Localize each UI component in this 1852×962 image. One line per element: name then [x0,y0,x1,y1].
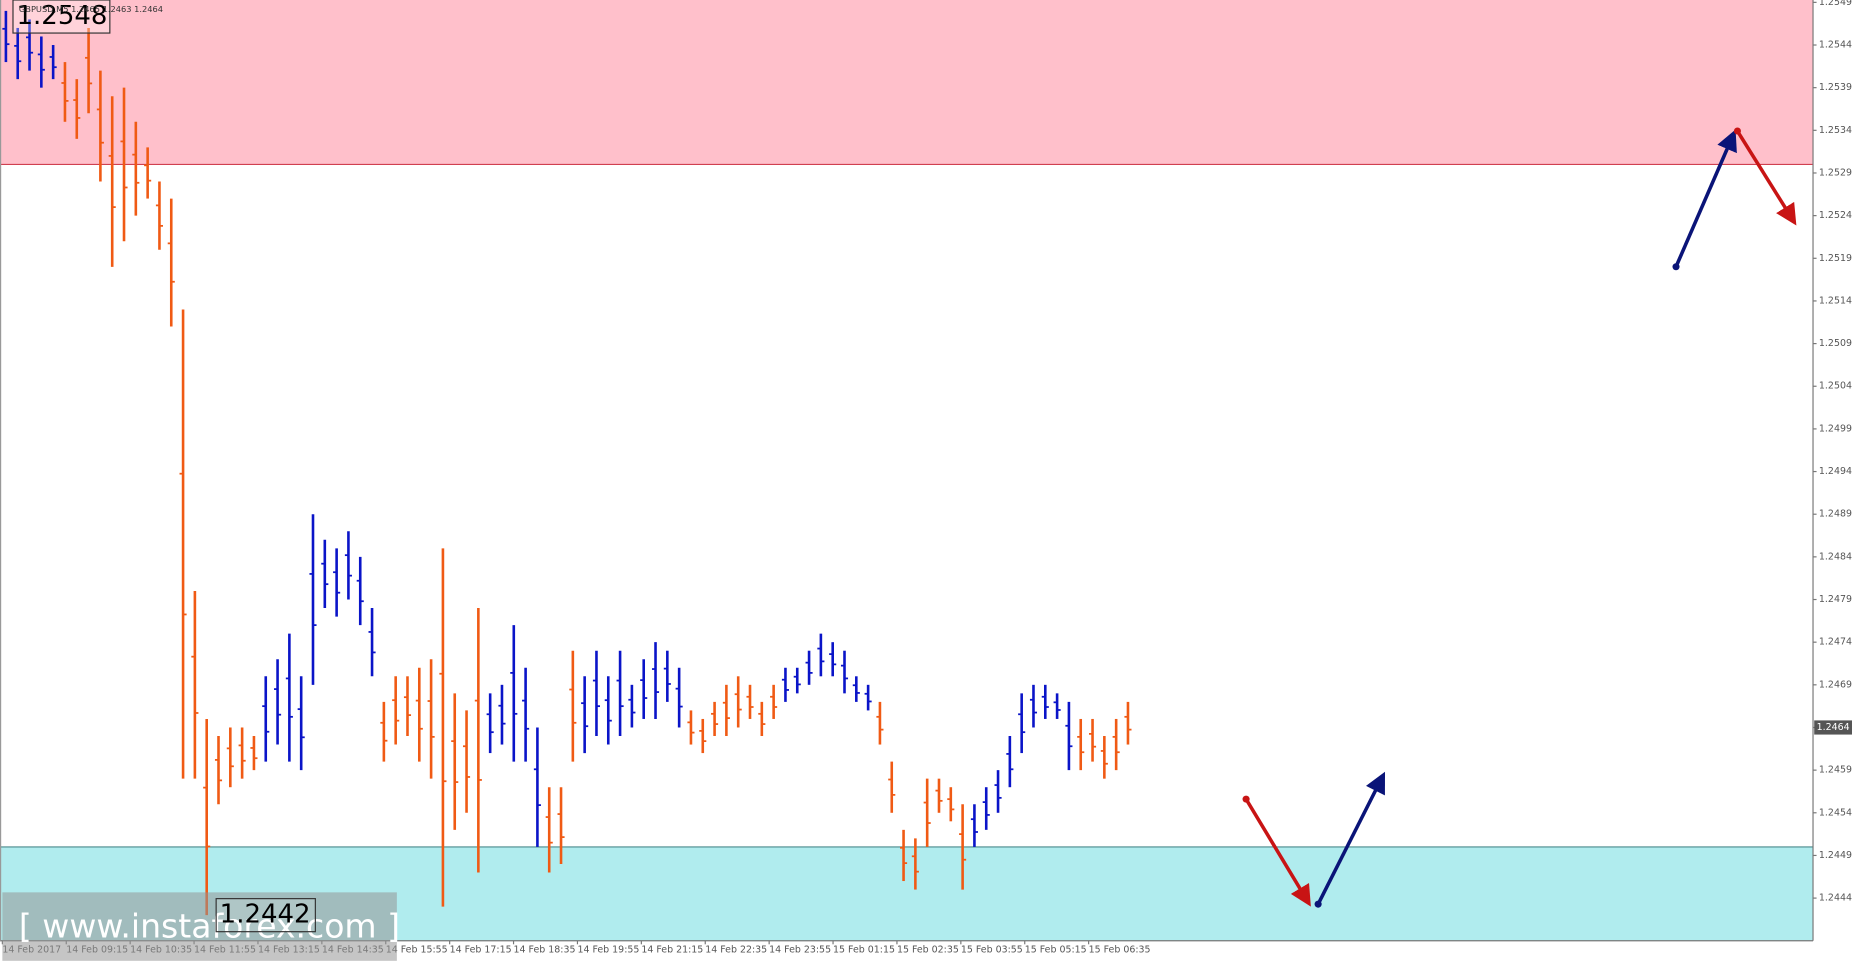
arrow [1316,771,1386,905]
y-tick-label: 1.2544 [1819,40,1852,51]
y-tick-label: 1.2494 [1819,466,1852,477]
x-tick-label: 14 Feb 19:55 [577,945,639,956]
arrow-start [1314,900,1322,908]
y-tick-label: 1.2524 [1819,210,1852,221]
y-tick-label: 1.2489 [1819,509,1852,520]
arrow [1244,798,1311,907]
x-tick-label: 14 Feb 22:35 [705,945,767,956]
x-tick-label: 14 Feb 23:55 [769,945,831,956]
arrow [1674,129,1737,268]
y-tick-label: 1.2459 [1819,765,1852,776]
x-tick-label: 14 Feb 17:15 [450,945,512,956]
arrow-start [1242,795,1250,803]
arrow-start [1672,263,1680,271]
x-tick-label: 14 Feb 18:35 [514,945,576,956]
x-tick-label: 15 Feb 01:15 [833,945,895,956]
y-tick-label: 1.2549 [1819,0,1852,8]
x-tick-label: 15 Feb 03:55 [961,945,1023,956]
y-tick-label: 1.2534 [1819,125,1852,136]
low-label-box [215,898,316,933]
header: GBPUSD,M5 1.2465 1.2463 1.2464 [19,4,163,14]
high-label: 1.2548 [17,1,108,31]
watermark-box [2,892,397,961]
y-tick-label: 1.2514 [1819,295,1852,306]
y-tick-label: 1.2469 [1819,679,1852,690]
x-tick-label: 15 Feb 02:35 [897,945,959,956]
watermark: [ www.instaforex.com ] [19,906,400,945]
low-label: 1.2442 [220,900,311,930]
y-tick-label: 1.2479 [1819,594,1852,605]
y-tick-label: 1.2449 [1819,850,1852,861]
y-tick-label: 1.2444 [1819,893,1852,904]
high-label-box [12,0,111,34]
y-tick-label: 1.2504 [1819,381,1852,392]
y-tick-label: 1.2519 [1819,253,1852,264]
y-tick-label: 1.2539 [1819,82,1852,93]
arrow [1735,130,1797,226]
last-price-box [1814,720,1852,735]
resistance-zone [0,0,1814,165]
arrow-start [1733,127,1741,135]
y-tick-label: 1.2509 [1819,338,1852,349]
last-price: 1.2464 [1817,722,1850,733]
y-tick-label: 1.2454 [1819,807,1852,818]
y-tick-label: 1.2484 [1819,551,1852,562]
x-tick-label: 14 Feb 21:15 [641,945,703,956]
y-tick-label: 1.2529 [1819,167,1852,178]
x-tick-label: 15 Feb 05:15 [1025,945,1087,956]
forecast-arrows [1242,127,1797,908]
x-tick-label: 14 Feb 15:55 [386,945,448,956]
y-tick-label: 1.2499 [1819,423,1852,434]
x-tick-label: 15 Feb 06:35 [1089,945,1151,956]
y-tick-label: 1.2474 [1819,637,1852,648]
